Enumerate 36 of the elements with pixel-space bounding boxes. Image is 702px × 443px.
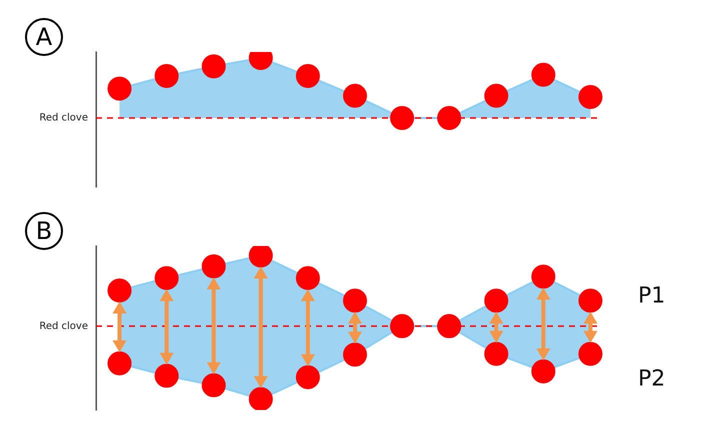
point (578, 85, 602, 109)
point (531, 359, 556, 384)
point (154, 64, 179, 88)
point (108, 76, 132, 101)
point (296, 64, 320, 88)
series-label: P1 (638, 283, 666, 308)
point (248, 387, 273, 410)
point (202, 54, 226, 78)
point (108, 278, 132, 302)
point (484, 342, 508, 366)
point (296, 365, 320, 390)
point (343, 288, 367, 313)
point (531, 264, 556, 289)
point (154, 266, 179, 290)
point (390, 106, 414, 130)
point (578, 342, 602, 366)
point (296, 266, 320, 290)
point (484, 288, 508, 313)
ref-line-label: Red clove (39, 112, 88, 124)
circle-outline: B (25, 212, 63, 250)
point (202, 254, 226, 278)
point (484, 84, 508, 108)
point (154, 364, 179, 388)
point (531, 62, 556, 87)
ref-line-label: Red clove (39, 320, 88, 332)
point (343, 342, 367, 367)
point (343, 84, 367, 108)
point (108, 351, 132, 376)
point (578, 288, 602, 313)
series-label: P2 (638, 366, 666, 392)
point (202, 373, 226, 398)
point (437, 106, 462, 130)
chart-title: A (36, 23, 52, 51)
point (248, 246, 273, 268)
circle-outline: A (25, 18, 63, 56)
chart-title: B (36, 217, 52, 245)
